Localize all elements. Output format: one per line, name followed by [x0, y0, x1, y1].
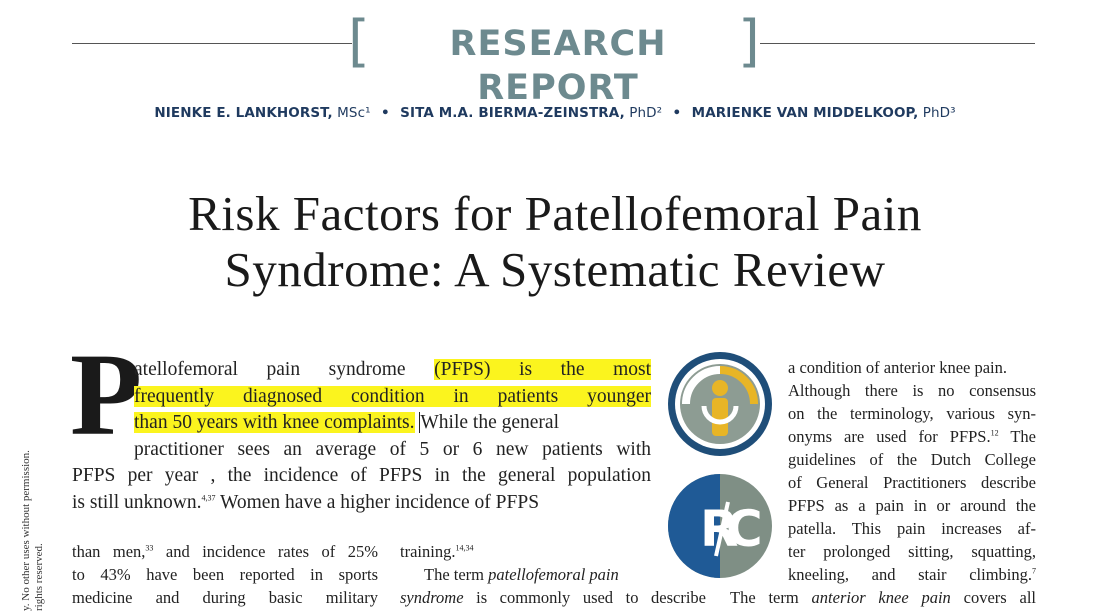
header-rule-left — [72, 43, 352, 44]
copyright-note: y. No other uses without permission. rig… — [20, 450, 46, 611]
copyright-line-2: rights reserved. — [33, 543, 45, 611]
author-list: NIENKE E. LANKHORST, MSc¹ • SITA M.A. BI… — [0, 105, 1110, 121]
bracket-left: [ — [348, 9, 370, 74]
rc-logo-c: C — [726, 500, 763, 558]
left-col-line-1: than men,33 and incidence rates of 25% — [72, 542, 378, 561]
author-separator: • — [672, 105, 682, 121]
rc-logo-slash — [714, 501, 730, 557]
rc-logo-icon: R C — [668, 474, 772, 578]
author-2: SITA M.A. BIERMA-ZEINSTRA, PhD² — [400, 105, 663, 121]
logo-body — [712, 398, 728, 436]
highlight: (PFPS) is the most — [434, 359, 651, 380]
logo-arc-left — [682, 366, 721, 405]
middle-col-line-2: The term patellofemoral pain — [424, 565, 619, 584]
copyright-line-1: y. No other uses without permission. — [20, 450, 32, 611]
intro-line-3: than 50 years with knee complaints. Whil… — [134, 412, 559, 433]
title-line-2: Syndrome: A Systematic Review — [224, 242, 886, 297]
title-line-1: Risk Factors for Patellofemoral Pain — [188, 186, 922, 241]
intro-line-4: practitioner sees an average of 5 or 6 n… — [134, 439, 651, 460]
middle-col-line-3: syndrome is commonly used to describe — [400, 588, 706, 607]
middle-col-line-1: training.14,34 — [400, 542, 474, 561]
logo-inner-arc-2 — [719, 405, 739, 425]
right-col-line-9: ter prolonged sitting, squatting, — [788, 542, 1036, 561]
right-col-line-3: on the terminology, various syn- — [788, 404, 1036, 423]
author-1: NIENKE E. LANKHORST, MSc¹ — [154, 105, 371, 121]
section-label: RESEARCH REPORT — [449, 24, 667, 108]
rc-logo-blue-half — [668, 474, 720, 578]
highlight: frequently diagnosed condition in patien… — [134, 386, 651, 407]
research-logo-icon — [668, 352, 772, 456]
left-col-line-2: to 43% have been reported in sports — [72, 565, 378, 584]
author-3: MARIENKE VAN MIDDELKOOP, PhD³ — [691, 105, 956, 121]
intro-line-2: frequently diagnosed condition in patien… — [134, 385, 651, 409]
left-col-line-3: medicine and during basic military — [72, 588, 378, 607]
author-separator: • — [381, 105, 390, 121]
highlight: than 50 years with knee complaints. — [134, 412, 415, 433]
right-col-line-1: a condition of anterior knee pain. — [788, 358, 1008, 377]
bracket-right: ] — [738, 9, 760, 74]
right-col-line-8: patella. This pain increases af- — [788, 519, 1036, 538]
intro-line-5: PFPS per year , the incidence of PFPS in… — [72, 465, 651, 486]
logo-head — [712, 380, 728, 396]
intro-line-1: atellofemoral pain syndrome (PFPS) is th… — [134, 359, 651, 380]
right-col-line-11: The term anterior knee pain covers all — [730, 588, 1037, 607]
logo-arc-right — [719, 366, 758, 405]
right-col-line-4: onyms are used for PFPS.12 The — [788, 427, 1036, 446]
right-col-line-6: of General Practitioners describe — [788, 473, 1036, 492]
logo-inner-arc — [701, 405, 721, 425]
header-rule-right — [760, 43, 1035, 44]
drop-cap: P — [70, 329, 143, 460]
right-col-line-5: guidelines of the Dutch College — [788, 450, 1036, 469]
intro-line-6: is still unknown.4,37 Women have a highe… — [72, 492, 540, 513]
right-col-line-7: PFPS as a pain in or around the — [788, 496, 1036, 515]
article-title: Risk Factors for Patellofemoral Pain Syn… — [0, 186, 1110, 298]
right-col-line-10: kneeling, and stair climbing.7 — [788, 565, 1036, 584]
right-col-line-2: Although there is no consensus — [788, 381, 1036, 400]
